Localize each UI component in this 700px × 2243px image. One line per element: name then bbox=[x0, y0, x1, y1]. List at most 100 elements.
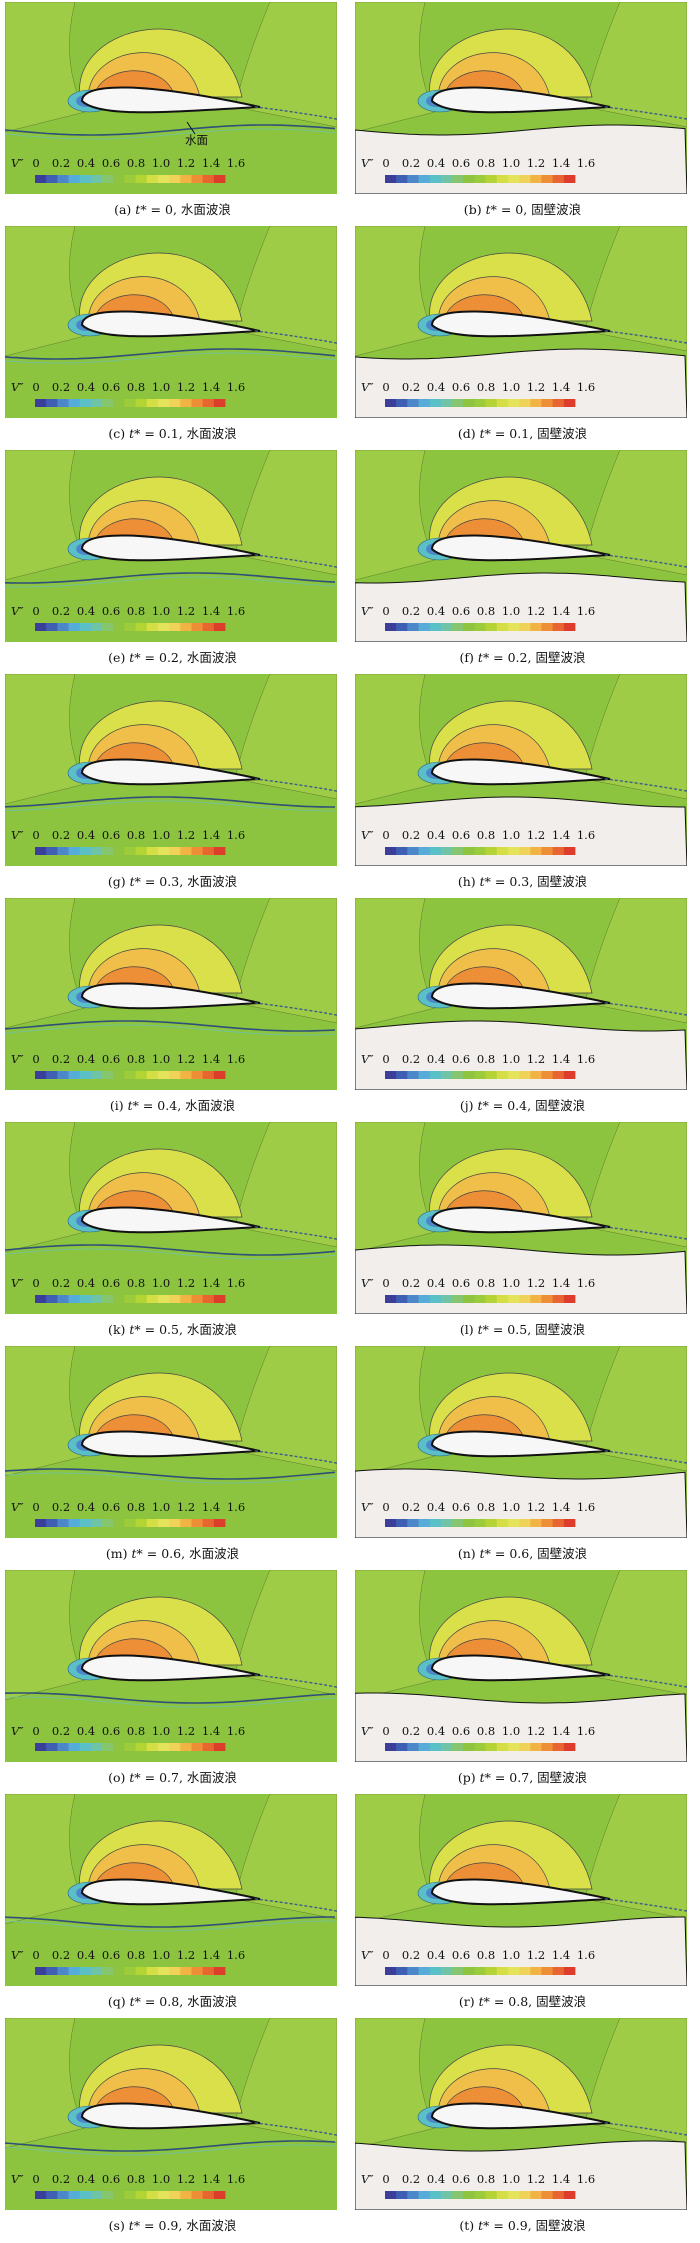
colorbar-segment bbox=[90, 175, 103, 183]
colorbar-tick-label: 0 bbox=[382, 156, 390, 170]
colorbar-segment bbox=[418, 1743, 431, 1751]
colorbar-segment bbox=[396, 399, 408, 407]
hydrofoil bbox=[80, 982, 261, 1010]
colorbar-tick-label: 1.0 bbox=[151, 1948, 171, 1962]
colorbar-segment bbox=[563, 1967, 576, 1975]
colorbar-tick-label: 0 bbox=[32, 604, 40, 618]
panel-letter: l bbox=[464, 1322, 469, 1337]
colorbar-segment bbox=[552, 623, 565, 631]
colorbar-tick-label: 1.6 bbox=[576, 1276, 596, 1290]
colorbar-tick-label: 1.2 bbox=[176, 1276, 196, 1290]
colorbar-segment bbox=[124, 1743, 136, 1751]
contour-plot bbox=[5, 1570, 337, 1762]
panel-type: 固壁波浪 bbox=[535, 650, 586, 665]
colorbar-tick-label: 1.2 bbox=[526, 2172, 546, 2186]
colorbar-segment bbox=[485, 1967, 498, 1975]
colorbar-segment bbox=[135, 399, 148, 407]
colorbar-segment bbox=[507, 1519, 520, 1527]
water-surface-contour bbox=[5, 1248, 336, 1260]
colorbar-segment bbox=[90, 623, 103, 631]
panel-caption: (r) t* = 0.8, 固壁波浪 bbox=[458, 1994, 587, 2009]
colorbar-tick-label: 0.2 bbox=[401, 1724, 421, 1738]
contour-plot bbox=[5, 1346, 337, 1538]
colorbar-tick-label: 1.6 bbox=[226, 828, 246, 842]
colorbar-segment bbox=[418, 1967, 431, 1975]
colorbar-segment bbox=[440, 1967, 453, 1975]
colorbar-tick-label: 1.6 bbox=[576, 1724, 596, 1738]
colorbar-tick-label: 0.6 bbox=[101, 156, 121, 170]
colorbar-tick-label: 0.6 bbox=[101, 2172, 121, 2186]
colorbar-segment bbox=[124, 399, 136, 407]
contour-plot bbox=[355, 674, 687, 866]
colorbar-segment bbox=[46, 2191, 58, 2199]
colorbar-segment bbox=[102, 1967, 114, 1975]
colorbar-segment bbox=[68, 1743, 81, 1751]
colorbar-segment bbox=[496, 1071, 509, 1079]
colorbar-segment bbox=[35, 623, 47, 631]
colorbar-segment bbox=[463, 399, 475, 407]
colorbar-tick-label: 0.6 bbox=[101, 828, 121, 842]
colorbar-segment bbox=[124, 1519, 136, 1527]
water-surface-wave bbox=[5, 1692, 336, 1704]
colorbar-tick-label: 1.4 bbox=[201, 380, 221, 394]
colorbar-tick-label: 0 bbox=[382, 828, 390, 842]
colorbar-tick-label: 0 bbox=[32, 1500, 40, 1514]
colorbar-tick-label: 0.4 bbox=[76, 1724, 96, 1738]
colorbar-tick-label: 1.4 bbox=[201, 156, 221, 170]
panel-h: V″ 0 0.2 0.4 0.6 0.8 1.0 1.2 1.4 1.6 (h) t* = 0.3,… bbox=[355, 674, 690, 899]
panel-time: 0 bbox=[515, 202, 524, 217]
panel-letter: m bbox=[110, 1546, 123, 1561]
panel-caption: (m) t* = 0.6, 水面波浪 bbox=[105, 1546, 240, 1561]
panel-caption: (g) t* = 0.3, 水面波浪 bbox=[107, 874, 238, 889]
colorbar-segment bbox=[440, 1295, 453, 1303]
colorbar-segment bbox=[90, 1519, 103, 1527]
colorbar-segment bbox=[496, 1743, 509, 1751]
colorbar-segment bbox=[407, 1743, 419, 1751]
colorbar-tick-label: 0 bbox=[32, 1948, 40, 1962]
colorbar-segment bbox=[485, 175, 498, 183]
colorbar-segment bbox=[563, 1519, 576, 1527]
colorbar-segment bbox=[191, 175, 204, 183]
colorbar-tick-label: 0.4 bbox=[76, 1948, 96, 1962]
panel-q: V″ 0 0.2 0.4 0.6 0.8 1.0 1.2 1.4 1.6 (q) t* = 0.8,… bbox=[5, 1794, 340, 2019]
colorbar-segment bbox=[385, 1071, 397, 1079]
wake bbox=[254, 2122, 337, 2136]
colorbar-segment bbox=[169, 1295, 181, 1303]
hydrofoil bbox=[430, 86, 611, 114]
colorbar-segment bbox=[530, 623, 542, 631]
colorbar-tick-label: 0.2 bbox=[51, 1500, 71, 1514]
colorbar-segment bbox=[429, 399, 442, 407]
colorbar-tick-label: 0.4 bbox=[426, 156, 446, 170]
hydrofoil bbox=[430, 1206, 611, 1234]
colorbar-symbol: V″ bbox=[11, 1724, 24, 1738]
colorbar-symbol: V″ bbox=[11, 1052, 24, 1066]
colorbar-segment bbox=[124, 1071, 136, 1079]
colorbar-tick-label: 1.0 bbox=[151, 2172, 171, 2186]
panel-time: 0.8 bbox=[508, 1994, 529, 2009]
colorbar-segment bbox=[135, 1071, 148, 1079]
colorbar-tick-label: 0.2 bbox=[51, 1276, 71, 1290]
colorbar-tick-label: 1.2 bbox=[176, 1500, 196, 1514]
colorbar-segment bbox=[35, 1519, 47, 1527]
colorbar-segment bbox=[507, 847, 520, 855]
colorbar-tick-label: 0.4 bbox=[426, 828, 446, 842]
water-surface-wave bbox=[5, 572, 336, 584]
colorbar-segment bbox=[507, 1967, 520, 1975]
colorbar-segment bbox=[452, 1967, 464, 1975]
colorbar-tick-label: 0.8 bbox=[126, 1948, 146, 1962]
colorbar-segment bbox=[57, 1071, 69, 1079]
colorbar-tick-label: 1.4 bbox=[551, 1500, 571, 1514]
colorbar-segment bbox=[90, 1295, 103, 1303]
colorbar-segment bbox=[35, 1743, 47, 1751]
colorbar-segment bbox=[530, 1519, 542, 1527]
panel-type: 固壁波浪 bbox=[535, 1098, 586, 1113]
colorbar-segment bbox=[90, 399, 103, 407]
colorbar-tick-label: 1.0 bbox=[151, 1724, 171, 1738]
colorbar-segment bbox=[519, 1295, 531, 1303]
colorbar-segment bbox=[429, 623, 442, 631]
colorbar-tick-label: 0.2 bbox=[51, 2172, 71, 2186]
colorbar-segment bbox=[385, 175, 397, 183]
colorbar-tick-label: 1.0 bbox=[151, 828, 171, 842]
colorbar-segment bbox=[102, 1295, 114, 1303]
colorbar-segment bbox=[46, 399, 58, 407]
